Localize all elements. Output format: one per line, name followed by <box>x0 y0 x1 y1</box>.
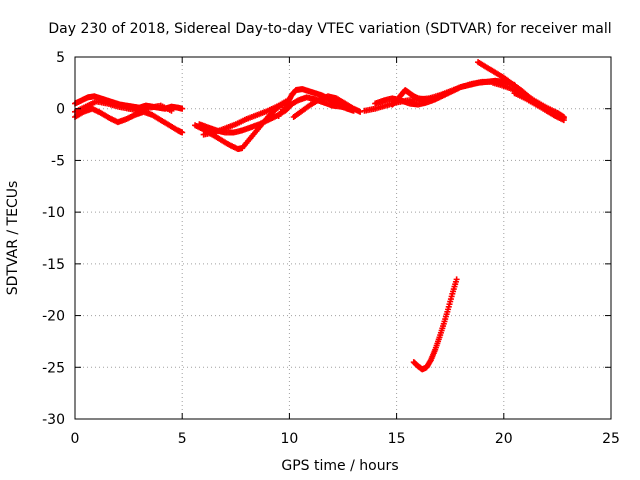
y-tick-label: -5 <box>51 153 65 169</box>
y-tick-label: -15 <box>42 257 65 273</box>
x-tick-label: 15 <box>388 431 406 447</box>
data-point <box>179 105 186 112</box>
x-axis-label: GPS time / hours <box>281 458 398 474</box>
data-point <box>453 276 460 283</box>
data-point <box>560 115 567 122</box>
y-axis-label: SDTVAR / TECUs <box>5 181 21 296</box>
series-arc-9 <box>290 93 364 120</box>
x-tick-label: 20 <box>495 431 513 447</box>
y-tick-label: -25 <box>42 360 65 376</box>
data-point <box>357 108 364 115</box>
y-tick-label: -20 <box>42 309 65 325</box>
y-tick-label: 0 <box>56 102 65 118</box>
series-arc-16 <box>410 276 460 373</box>
series-arc-12 <box>389 87 447 108</box>
x-tick-label: 5 <box>178 431 187 447</box>
grid <box>75 57 611 419</box>
x-tick-label: 0 <box>71 431 80 447</box>
series-arc-3 <box>72 98 175 115</box>
series-arc-15 <box>511 90 567 122</box>
data-points <box>72 59 567 373</box>
chart-title: Day 230 of 2018, Sidereal Day-to-day VTE… <box>48 21 611 37</box>
y-tick-label: 5 <box>56 50 65 66</box>
axis-ticks: 0 5 10 15 20 25 -30 -25 -20 -15 -10 -5 0 5 <box>42 50 620 447</box>
y-tick-label: -30 <box>42 412 65 428</box>
data-point <box>179 129 186 136</box>
x-tick-label: 25 <box>602 431 620 447</box>
y-tick-label: -10 <box>42 205 65 221</box>
series-arc-2 <box>72 105 186 136</box>
plot-frame <box>74 56 612 420</box>
data-point <box>440 91 447 98</box>
x-tick-label: 10 <box>280 431 298 447</box>
series-arc-6 <box>200 96 293 138</box>
data-point <box>168 107 175 114</box>
